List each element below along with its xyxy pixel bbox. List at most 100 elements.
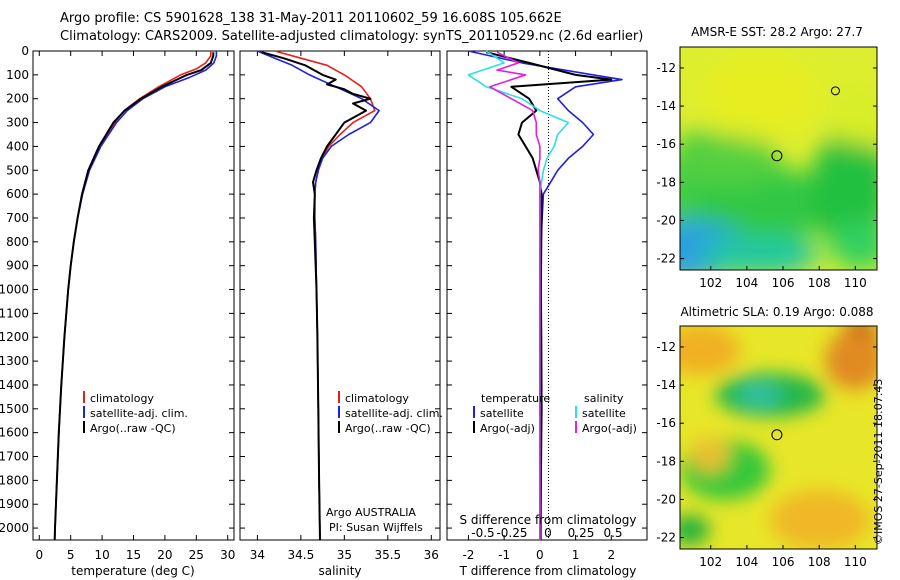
- legend-satellite-adj: satellite-adj. clim.: [90, 407, 188, 420]
- sst-ytick-label-4: -20: [656, 213, 676, 227]
- depth-tick-label-15: 1500: [0, 402, 29, 416]
- temperature-legend: climatology satellite-adj. clim. Argo(..…: [83, 391, 188, 435]
- depth-tick-label-7: 700: [6, 211, 29, 225]
- depth-tick-label-20: 2000: [0, 521, 29, 535]
- xtick-label-2-0: -2: [462, 548, 474, 562]
- xtick-label-2-4: 2: [607, 548, 615, 562]
- depth-tick-label-2: 200: [6, 92, 29, 106]
- depth-tick-label-11: 1100: [0, 306, 29, 320]
- depth-tick-label-14: 1400: [0, 378, 29, 392]
- xtick-label-0-1: 5: [67, 548, 75, 562]
- diff-xlabel: T difference from climatology: [459, 564, 637, 578]
- legend-climatology: climatology: [90, 392, 154, 405]
- xtick-label-1-2: 35: [337, 548, 352, 562]
- diff-legend-s-argo: Argo(-adj): [582, 422, 637, 435]
- diff-legend-temp-title: temperature: [481, 392, 550, 405]
- legend-argo: Argo(..raw -QC): [90, 422, 176, 435]
- sla-xtick-label-1: 104: [735, 555, 758, 569]
- diff-legend-t-argo: Argo(-adj): [480, 422, 535, 435]
- sla-ytick-label-1: -14: [656, 378, 676, 392]
- depth-tick-label-18: 1800: [0, 473, 29, 487]
- series-line-2-1: [486, 51, 613, 541]
- sst-xtick-label-3: 108: [808, 276, 831, 290]
- depth-tick-label-16: 1600: [0, 426, 29, 440]
- diff-legend-s-sat: satellite: [582, 407, 626, 420]
- sla-xtick-label-3: 108: [808, 555, 831, 569]
- diff-x2label: S difference from climatology: [460, 513, 637, 527]
- depth-tick-label-6: 600: [6, 187, 29, 201]
- sla-ytick-label-3: -18: [656, 454, 676, 468]
- xtick-label-0-6: 30: [220, 548, 235, 562]
- temperature-axes: [32, 50, 235, 541]
- depth-tick-label-12: 1200: [0, 330, 29, 344]
- depth-tick-label-10: 1000: [0, 283, 29, 297]
- sst-ytick-label-3: -18: [656, 175, 676, 189]
- sla-map: [679, 325, 878, 550]
- salinity-xlabel: salinity: [318, 564, 361, 578]
- diff-legend-t-sat: satellite: [480, 407, 524, 420]
- series-line-1-2: [261, 51, 372, 541]
- sst-ytick-label-2: -16: [656, 137, 676, 151]
- x2tick-label-3: 0.25: [568, 526, 595, 540]
- sal-legend-climatology: climatology: [345, 392, 409, 405]
- xtick-label-0-3: 15: [126, 548, 141, 562]
- x2tick-label-1: -0.25: [496, 526, 527, 540]
- sla-ytick-label-2: -16: [656, 416, 676, 430]
- header-line2: Climatology: CARS2009. Satellite-adjuste…: [60, 29, 644, 44]
- sst-ytick-label-0: -12: [656, 61, 676, 75]
- xtick-label-2-1: -1: [498, 548, 510, 562]
- sla-ytick-label-4: -20: [656, 492, 676, 506]
- sst-marker-0: [771, 150, 783, 162]
- sla-marker-0: [771, 429, 783, 441]
- sst-xtick-label-4: 110: [844, 276, 867, 290]
- sla-map-title: Altimetric SLA: 0.19 Argo: 0.088: [680, 305, 873, 319]
- depth-tick-label-0: 0: [21, 44, 29, 58]
- sla-xtick-label-2: 106: [772, 555, 795, 569]
- diff-legend-sal-title: salinity: [584, 392, 624, 405]
- difference-axes: [446, 50, 648, 541]
- depth-tick-label-17: 1700: [0, 450, 29, 464]
- sla-ytick-label-5: -22: [656, 531, 676, 545]
- sst-marker-1: [830, 86, 840, 96]
- sal-annotation-2: PI: Susan Wijffels: [329, 521, 423, 534]
- sla-xtick-label-0: 102: [699, 555, 722, 569]
- sal-annotation-1: Argo AUSTRALIA: [326, 506, 416, 519]
- difference-legend: temperature salinity satellite Argo(-adj…: [473, 392, 637, 435]
- sst-map: [679, 46, 878, 271]
- header-line1: Argo profile: CS 5901628_138 31-May-2011…: [60, 11, 562, 26]
- watermark: ©IMOS 27-Sep-2011 18:07:43: [872, 378, 885, 545]
- depth-tick-label-8: 800: [6, 235, 29, 249]
- xtick-label-1-1: 34.5: [288, 548, 315, 562]
- depth-tick-label-5: 500: [6, 163, 29, 177]
- x2tick-label-4: 0.5: [603, 526, 622, 540]
- xtick-label-0-0: 0: [35, 548, 43, 562]
- sst-map-title: AMSR-E SST: 28.2 Argo: 27.7: [691, 25, 863, 39]
- xtick-label-0-5: 25: [189, 548, 204, 562]
- depth-tick-label-13: 1300: [0, 354, 29, 368]
- depth-tick-label-19: 1900: [0, 497, 29, 511]
- xtick-label-0-4: 20: [157, 548, 172, 562]
- salinity-legend: climatology satellite-adj. clim. Argo(..…: [338, 391, 443, 435]
- depth-tick-label-4: 400: [6, 139, 29, 153]
- sal-legend-satellite-adj: satellite-adj. clim.: [345, 407, 443, 420]
- depth-tick-label-1: 100: [6, 68, 29, 82]
- xtick-label-2-2: 0: [536, 548, 544, 562]
- sst-ytick-label-1: -14: [656, 99, 676, 113]
- sla-xtick-label-4: 110: [844, 555, 867, 569]
- x2tick-label-2: 0: [544, 526, 552, 540]
- sst-xtick-label-1: 104: [735, 276, 758, 290]
- temperature-xlabel: temperature (deg C): [71, 564, 194, 578]
- xtick-label-1-0: 34: [250, 548, 265, 562]
- sst-ytick-label-5: -22: [656, 252, 676, 266]
- sst-xtick-label-0: 102: [699, 276, 722, 290]
- xtick-label-1-4: 36: [424, 548, 439, 562]
- series-line-2-3: [489, 51, 541, 540]
- series-line-0-2: [53, 52, 215, 541]
- sal-legend-argo: Argo(..raw -QC): [345, 422, 431, 435]
- xtick-label-0-2: 10: [94, 548, 109, 562]
- xtick-label-1-3: 35.5: [374, 548, 401, 562]
- salinity-axes: [239, 50, 441, 541]
- xtick-label-2-3: 1: [572, 548, 580, 562]
- depth-tick-label-9: 900: [6, 259, 29, 273]
